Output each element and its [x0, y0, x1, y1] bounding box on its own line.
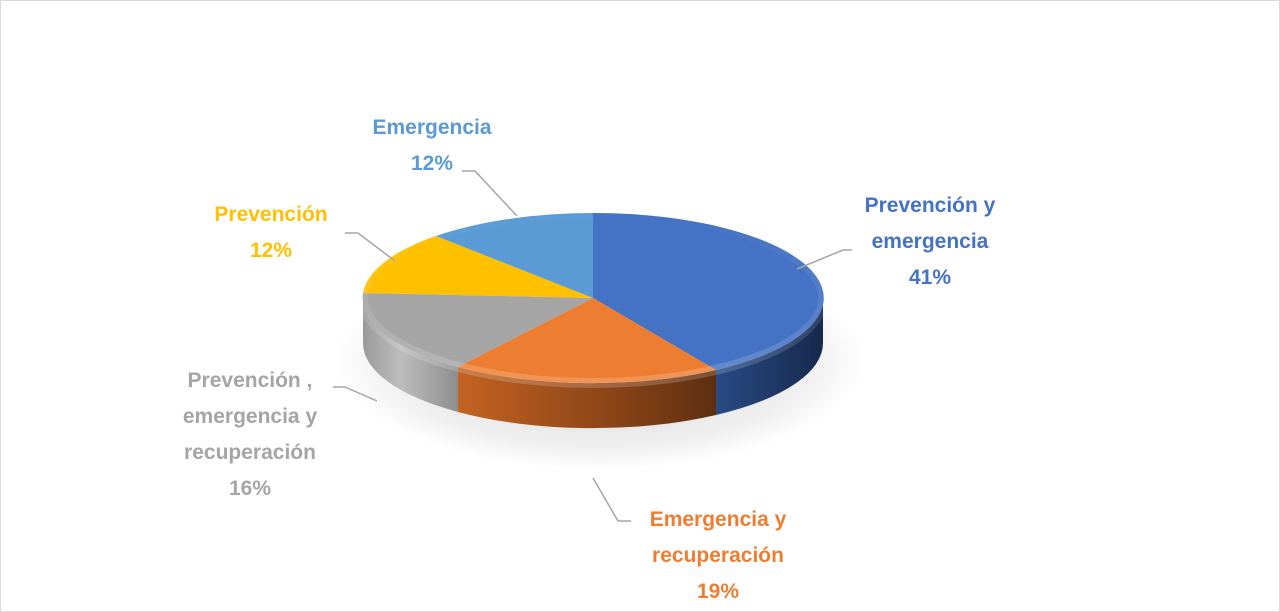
label-emerg-recup-pct: 19% [696, 580, 740, 603]
label-emergencia-name: Emergencia [372, 116, 492, 139]
label-prevencion-pct: 12% [249, 239, 293, 262]
leader-line-prev-emerg [796, 249, 852, 270]
label-prev-emerg-line1: Prevención y [864, 194, 996, 217]
label-prev-emerg-pct: 41% [908, 266, 952, 289]
slice-prev-emerg[interactable] [593, 212, 824, 370]
leader-line-emergencia [462, 170, 518, 217]
slice-emerg-recup[interactable] [458, 298, 716, 384]
label-prev-emerg-recup-line3: recuperación [184, 441, 316, 464]
leader-line-emerg-recup [592, 477, 631, 522]
label-prev-emerg-recup: Prevención , emergencia y recuperación 1… [160, 363, 340, 507]
slice-prev-emerg-recup[interactable] [362, 293, 593, 367]
label-prevencion-name: Prevención [214, 203, 328, 226]
label-emergencia: Emergencia 12% [357, 110, 507, 182]
label-prev-emerg-line2: emergencia [871, 230, 989, 253]
slice-prevencion[interactable] [363, 236, 593, 298]
label-prevencion: Prevención 12% [196, 197, 346, 269]
label-emerg-recup: Emergencia y recuperación 19% [628, 502, 808, 610]
label-prev-emerg-recup-line2: emergencia y [182, 405, 318, 428]
label-prev-emerg-recup-pct: 16% [228, 477, 272, 500]
label-prev-emerg: Prevención y emergencia 41% [840, 188, 1020, 296]
pie-bevel [358, 208, 828, 388]
leader-line-prev-emerg-recup [333, 386, 378, 402]
label-emerg-recup-line1: Emergencia y [649, 508, 787, 531]
label-emerg-recup-line2: recuperación [652, 544, 784, 567]
slice-emergencia[interactable] [436, 213, 593, 298]
label-emergencia-pct: 12% [410, 152, 454, 175]
leader-line-prevencion [345, 232, 396, 262]
label-prev-emerg-recup-line1: Prevención , [187, 369, 313, 392]
